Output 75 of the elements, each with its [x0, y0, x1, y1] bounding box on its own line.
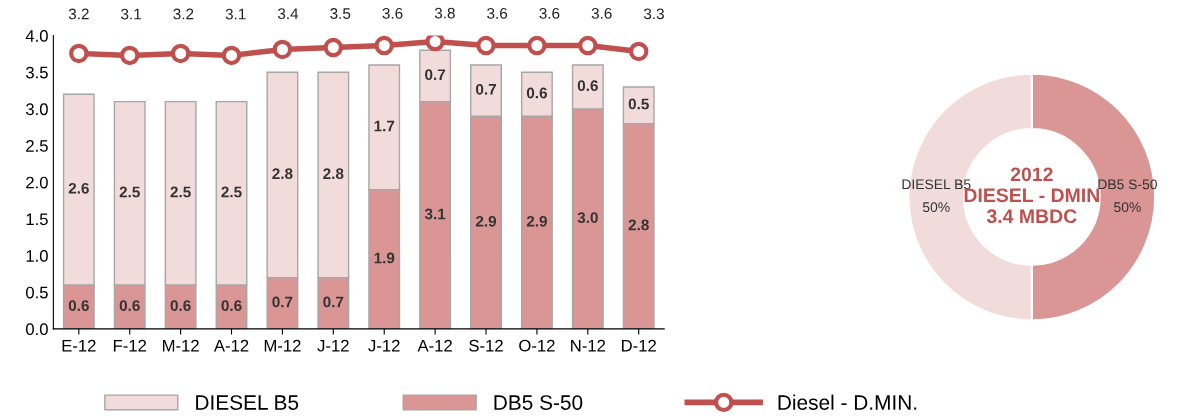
data-label: 3.6 [539, 7, 560, 19]
text: 3.5 [25, 66, 48, 79]
point [374, 35, 394, 56]
data-label: 3.4 [277, 8, 299, 20]
point [476, 35, 496, 56]
data-label: 0.6 [170, 300, 191, 312]
data-label: 2.5 [170, 186, 191, 198]
data-label: 3.1 [121, 8, 141, 20]
data-label: 3.8 [434, 7, 455, 19]
data-label: 3.6 [487, 7, 508, 19]
data-label: 0.7 [425, 69, 446, 81]
data-label: 3.1 [424, 208, 446, 220]
x-tick-label: N-12 [571, 339, 606, 352]
text: 1.5 [26, 213, 48, 226]
data-label: 0.6 [221, 300, 242, 312]
data-label: 50% [922, 202, 950, 213]
x-tick-label: M-12 [264, 339, 301, 352]
data-label: 3.1 [225, 8, 246, 20]
legend-label: Diesel - D.MIN. [778, 394, 917, 410]
point [628, 41, 649, 62]
data-label: 3.6 [591, 7, 612, 19]
x-tick-label: O-12 [519, 339, 555, 352]
x-tick-label: F-12 [113, 339, 147, 352]
data-label: 2.9 [526, 215, 547, 227]
data-label: 2.8 [272, 168, 293, 180]
data-label: 2.6 [68, 182, 89, 194]
legend-label: DIESEL B5 [196, 395, 299, 410]
data-label: 3.6 [382, 7, 403, 19]
point [221, 45, 242, 66]
x-tick-label: A-12 [417, 339, 452, 352]
point [119, 45, 140, 66]
data-label: 50% [1114, 202, 1141, 213]
data-label: 1.9 [374, 252, 395, 264]
data-label: 0.7 [323, 296, 344, 308]
data-label: 2.5 [119, 186, 140, 198]
x-tick-label: A-12 [213, 339, 249, 352]
x-tick-label: S-12 [469, 339, 503, 352]
x-tick-label: J-12 [317, 339, 349, 352]
text: 2.0 [26, 176, 48, 189]
x-tick-label: J-12 [368, 339, 400, 352]
data-label: 3.2 [173, 8, 194, 20]
data-label: 3.2 [68, 8, 89, 20]
data-label: 0.5 [628, 98, 649, 110]
data-label: 3.3 [643, 8, 664, 20]
data-label: 3.0 [577, 212, 598, 224]
data-label: 2.8 [628, 219, 649, 231]
data-label: 0.6 [577, 80, 598, 92]
text: 2.5 [26, 140, 48, 152]
point [323, 37, 344, 58]
data-label: 0.7 [476, 83, 496, 95]
data-label: 1.7 [374, 120, 395, 132]
legend-label: DB5 S-50 [494, 395, 583, 410]
slice-label: DIESEL B5 [902, 179, 971, 190]
data-label: 2.9 [475, 215, 497, 227]
text: 0.0 [25, 323, 48, 336]
data-label: 0.6 [68, 300, 89, 312]
point [69, 43, 89, 64]
x-tick-label: M-12 [163, 339, 199, 352]
data-label: 0.6 [119, 300, 140, 312]
data-label: 2.8 [323, 168, 344, 180]
data-label: 0.7 [272, 296, 293, 308]
point [170, 43, 191, 64]
data-label: 0.6 [526, 87, 547, 99]
text: 4.0 [25, 30, 48, 42]
point [272, 39, 293, 60]
text: 0.5 [25, 286, 48, 299]
point [578, 35, 598, 56]
data-label: 3.5 [330, 8, 351, 19]
point [527, 35, 547, 56]
point [425, 35, 445, 52]
text: 3.0 [25, 103, 48, 116]
x-tick-label: D-12 [622, 339, 656, 352]
text: 1.0 [26, 249, 48, 262]
data-label: 2.5 [221, 186, 242, 198]
x-tick-label: E-12 [62, 339, 96, 352]
